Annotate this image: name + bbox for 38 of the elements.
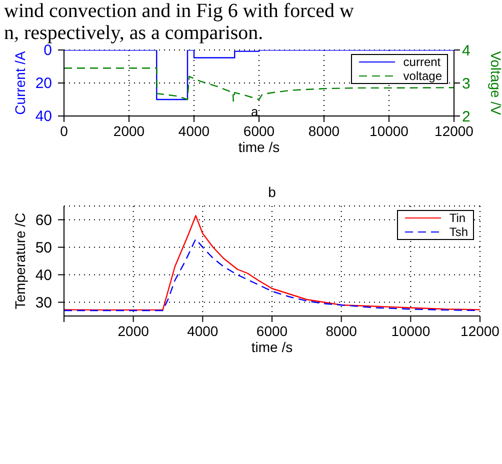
y2-tick-label: 2 (462, 108, 470, 126)
y2-tick-label: 4 (462, 42, 470, 60)
x-tick-label: 4000 (187, 323, 218, 339)
line-series (64, 68, 454, 102)
x-tick-label: 8000 (308, 123, 340, 139)
y-tick-label: 30 (35, 294, 52, 312)
legend-label: voltage (403, 69, 442, 83)
y2-tick-label: 3 (462, 75, 470, 92)
x-tick-label: 12000 (434, 123, 474, 139)
y-axis-title: Current /A (12, 50, 28, 115)
x-tick-label: 2000 (113, 123, 145, 139)
y2-axis-title: Voltage /V (488, 51, 502, 116)
legend-label: Tin (449, 211, 466, 225)
x-tick-label: 4000 (178, 123, 210, 139)
x-tick-label: 6000 (256, 323, 288, 339)
x-axis-title: time /s (251, 339, 293, 355)
legend-label: current (403, 55, 441, 69)
y-tick-label: 60 (35, 212, 52, 229)
x-tick-label: 6000 (243, 123, 275, 139)
x-tick-label: 10000 (391, 323, 430, 339)
y-tick-label: 20 (35, 75, 52, 92)
line-series (64, 50, 454, 100)
line-series (64, 215, 480, 311)
y-axis-title: Temperature /C (12, 212, 28, 310)
x-axis-title: time /s (238, 139, 280, 155)
chart-title: b (267, 184, 277, 200)
x-tick-label: 8000 (326, 323, 358, 339)
y-tick-label: 0 (44, 42, 52, 59)
legend-label: Tsh (449, 225, 468, 239)
y-tick-label: 40 (35, 266, 52, 284)
x-tick-label: 2000 (118, 323, 150, 339)
y-tick-label: 40 (35, 108, 52, 125)
x-tick-label: 12000 (460, 323, 500, 339)
text: n, respectively, as a comparison. (4, 22, 264, 44)
text: wind convection and in Fig 6 with forced w (4, 0, 355, 22)
x-tick-label: 0 (60, 123, 68, 139)
x-tick-label: 10000 (370, 123, 409, 139)
y-tick-label: 50 (35, 239, 52, 256)
